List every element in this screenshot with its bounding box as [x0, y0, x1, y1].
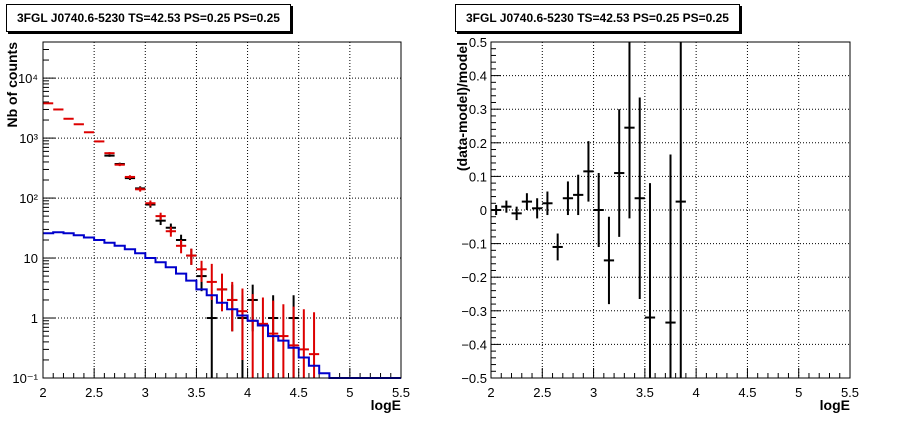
x-tick-label: 2.5	[533, 385, 551, 400]
data-point	[511, 206, 522, 221]
residuals-chart: 2 2.5 3 3.5 4 4.5 5 5.5 −0.5 −0.4 −0.3 −0.2 −0.1 0 0.1…	[454, 35, 859, 413]
data-point	[104, 154, 115, 157]
data-point	[552, 233, 563, 261]
data-point	[298, 309, 309, 378]
data-point	[603, 216, 615, 305]
x-tick-label: 3.5	[187, 385, 205, 400]
data-point	[114, 163, 125, 167]
data-point	[288, 306, 299, 378]
x-tick-label: 3	[142, 385, 149, 400]
y-axis-label: (data-model)/model	[454, 42, 470, 171]
y-tick-label: 1	[31, 311, 38, 326]
data-point	[521, 193, 533, 210]
x-tick-label: 2	[39, 385, 46, 400]
x-tick-label: 4	[244, 385, 251, 400]
y-tick-label: −0.2	[461, 270, 487, 285]
data-point	[145, 200, 156, 207]
data-point	[237, 288, 248, 360]
x-tick-label: 5.5	[392, 385, 410, 400]
y-tick-label: 10³	[19, 131, 38, 146]
x-tick-label: 2	[487, 385, 494, 400]
x-tick-label: 5	[795, 385, 802, 400]
y-tick-label: −0.3	[461, 304, 487, 319]
data-point	[562, 181, 574, 216]
counts-chart: 2 2.5 3 3.5 4 4.5 5 5.5 10⁻¹ 1 10 10² 10³ 10⁴ logE Nb o…	[4, 41, 410, 413]
data-point	[614, 109, 625, 237]
y-tick-label: 0.4	[469, 69, 487, 84]
y-tick-label: 0.2	[469, 136, 487, 151]
data-point	[155, 212, 166, 221]
data-point	[124, 175, 136, 179]
data-point	[268, 300, 279, 378]
model-step-line	[43, 231, 401, 379]
data-point	[94, 140, 105, 143]
y-tick-label: 10	[24, 251, 38, 266]
plot-frame	[490, 41, 851, 379]
data-point	[501, 200, 512, 213]
data-point	[644, 183, 656, 378]
plot-frame	[42, 41, 402, 379]
y-tick-label: 10⁻¹	[12, 371, 38, 386]
x-axis-label: logE	[371, 397, 401, 413]
data-point	[665, 154, 676, 378]
data-point	[216, 273, 228, 312]
y-tick-label: −0.1	[461, 237, 487, 252]
data-point	[583, 141, 594, 202]
x-axis-label: logE	[820, 397, 850, 413]
data-point	[135, 187, 146, 192]
data-point	[542, 191, 553, 216]
chart-title: 3FGL J0740.6-5230 TS=42.53 PS=0.25 PS=0.…	[455, 4, 740, 32]
data-point	[206, 263, 217, 300]
y-tick-label: 0.1	[469, 169, 487, 184]
y-tick-label: 0.3	[469, 102, 487, 117]
x-tick-label: 2.5	[85, 385, 103, 400]
y-tick-label: 10²	[19, 191, 38, 206]
y-tick-label: 0.5	[469, 35, 487, 50]
data-point	[165, 226, 176, 237]
y-tick-label: −0.5	[461, 371, 487, 386]
data-point	[257, 297, 269, 378]
data-point	[634, 97, 645, 300]
y-axis-label: Nb of counts	[4, 42, 20, 128]
residuals-panel: 3FGL J0740.6-5230 TS=42.53 PS=0.25 PS=0.…	[449, 0, 898, 421]
x-tick-label: 3.5	[636, 385, 654, 400]
data-point	[532, 198, 543, 219]
data-point	[206, 295, 217, 378]
data-point	[186, 248, 197, 265]
x-tick-label: 4.5	[290, 385, 308, 400]
data-point	[104, 152, 115, 155]
data-point	[308, 312, 320, 378]
x-tick-label: 5.5	[841, 385, 859, 400]
data-point	[573, 174, 584, 216]
y-tick-label: 10⁴	[18, 71, 38, 86]
data-point	[675, 42, 686, 378]
data-point	[227, 281, 238, 332]
y-tick-label: −0.4	[461, 337, 487, 352]
data-point	[593, 173, 604, 247]
data-point	[196, 260, 207, 282]
chart-title: 3FGL J0740.6-5230 TS=42.53 PS=0.25 PS=0.…	[6, 4, 291, 32]
x-tick-label: 4.5	[738, 385, 756, 400]
counts-panel: 3FGL J0740.6-5230 TS=42.53 PS=0.25 PS=0.…	[4, 4, 410, 413]
plot-area	[43, 42, 401, 378]
data-point	[175, 239, 187, 254]
x-tick-label: 3	[590, 385, 597, 400]
x-tick-label: 5	[346, 385, 353, 400]
data-point	[624, 42, 635, 219]
x-tick-label: 4	[693, 385, 700, 400]
data-point	[491, 204, 502, 216]
y-tick-label: 0	[480, 203, 487, 218]
